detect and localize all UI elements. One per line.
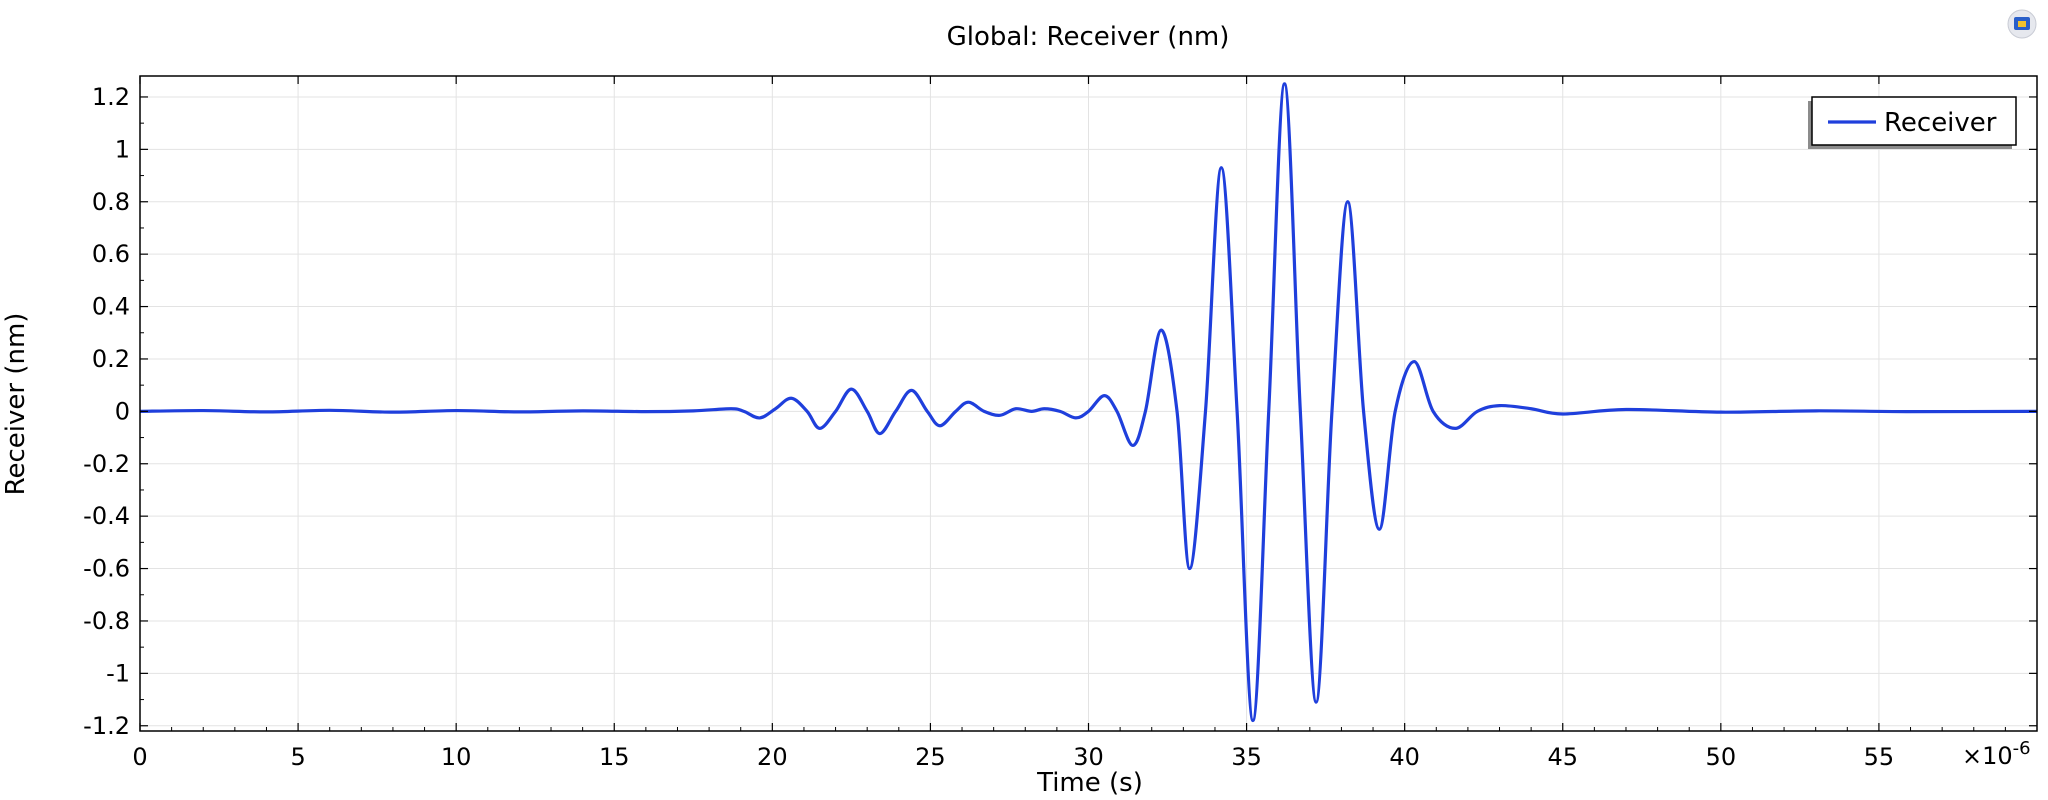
x-tick-label: 25 [915, 743, 946, 771]
y-tick-label: 0 [115, 397, 130, 425]
y-tick-label: 0.2 [92, 345, 130, 373]
series-line-receiver [139, 82, 2038, 723]
legend-label: Receiver [1884, 108, 1997, 138]
x-multiplier: ×10-6 [1962, 738, 2031, 770]
x-axis-label: Time (s) [1036, 768, 1143, 798]
x-tick-label: 5 [290, 743, 305, 771]
x-tick-label: 20 [757, 743, 788, 771]
plot-area [139, 75, 2038, 732]
x-tick-label: 0 [132, 743, 147, 771]
x-tick-label: 50 [1706, 743, 1737, 771]
x-tick-label: 30 [1073, 743, 1104, 771]
x-multiplier-base: ×10 [1962, 742, 2013, 770]
legend: Receiver [1808, 96, 2017, 149]
chart-title: Global: Receiver (nm) [947, 22, 1230, 52]
y-ticks [140, 96, 2037, 727]
camera-icon[interactable] [2007, 9, 2037, 39]
x-ticks [139, 76, 2006, 731]
grid-vertical-lines [139, 76, 1880, 731]
y-tick-label: 0.8 [92, 188, 130, 216]
y-tick-label: -1.2 [83, 712, 130, 740]
x-tick-label: 15 [599, 743, 630, 771]
x-tick-label: 55 [1864, 743, 1895, 771]
x-tick-labels: 0 5 10 15 20 25 30 35 40 45 50 55 [132, 743, 1894, 771]
y-tick-label: 0.4 [92, 293, 130, 321]
x-tick-label: 45 [1547, 743, 1578, 771]
x-multiplier-exponent: -6 [2013, 738, 2031, 759]
y-axis-label: Receiver (nm) [1, 313, 31, 496]
x-tick-label: 10 [441, 743, 472, 771]
y-tick-label: 0.6 [92, 240, 130, 268]
y-tick-label: -0.8 [83, 607, 130, 635]
y-tick-label: 1 [115, 135, 130, 163]
y-tick-label: -1 [106, 659, 130, 687]
y-tick-label: 1.2 [92, 83, 130, 111]
x-tick-label: 40 [1389, 743, 1420, 771]
x-tick-label: 35 [1231, 743, 1262, 771]
y-tick-label: -0.4 [83, 502, 130, 530]
y-tick-label: -0.6 [83, 555, 130, 583]
y-tick-labels: 1.2 1 0.8 0.6 0.4 0.2 0 -0.2 -0.4 -0.6 -0.8 -1 -1.2 [83, 83, 130, 740]
y-tick-label: -0.2 [83, 450, 130, 478]
